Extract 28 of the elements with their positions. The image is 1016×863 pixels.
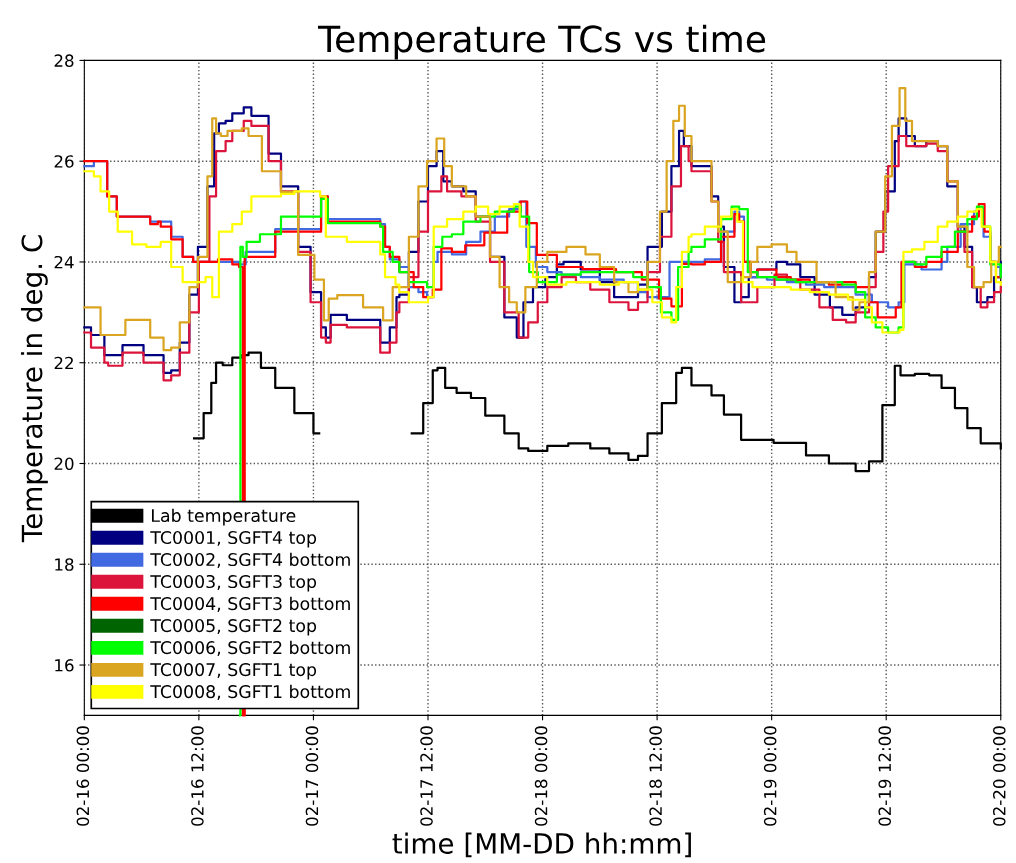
x-tick-label: 02-19 00:00	[763, 726, 777, 826]
x-tick-label: 02-18 12:00	[649, 726, 662, 826]
x-tick-label: 02-17 00:00	[305, 726, 319, 826]
x-tick-label: 02-20 00:00	[992, 726, 1006, 826]
legend-label: TC0008, SGFT1 bottom	[150, 684, 350, 700]
y-tick-label: 20	[54, 457, 74, 471]
y-tick-label: 24	[54, 255, 74, 269]
y-tick-label: 22	[54, 356, 73, 370]
x-tick-label: 02-18 00:00	[534, 726, 548, 826]
x-tick-label: 02-17 12:00	[420, 726, 433, 826]
legend-label: TC0006, SGFT2 bottom	[150, 640, 350, 656]
legend-label: Lab temperature	[152, 508, 296, 526]
legend-label: TC0007, SGFT1 top	[150, 663, 317, 680]
x-axis-title: time [MM-DD hh:mm]	[392, 832, 691, 858]
legend-label: TC0005, SGFT2 top	[150, 619, 317, 636]
y-tick-label: 16	[55, 659, 74, 672]
x-tick-label: 02-16 00:00	[76, 726, 90, 826]
legend-label: TC0003, SGFT3 top	[150, 574, 317, 592]
y-tick-label: 28	[54, 54, 74, 67]
legend-label: TC0002, SGFT4 bottom	[150, 552, 350, 568]
chart-title: Temperature TCs vs time	[317, 24, 766, 60]
legend-label: TC0004, SGFT3 bottom	[150, 596, 350, 612]
y-tick-label: 26	[54, 155, 74, 168]
x-tick-label: 02-16 12:00	[191, 726, 204, 826]
y-tick-label: 18	[55, 558, 74, 571]
legend-label: TC0001, SGFT4 top	[150, 530, 317, 548]
x-tick-label: 02-19 12:00	[878, 726, 892, 826]
y-axis-title: Temperature in deg. C	[20, 235, 48, 543]
